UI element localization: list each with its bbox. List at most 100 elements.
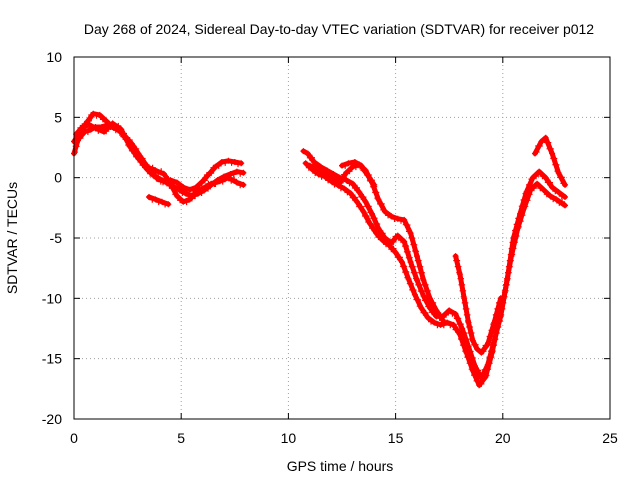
y-tick-label: -5 [50,230,63,246]
data-point [241,171,245,175]
data-point [154,168,157,172]
data-point [389,214,393,218]
data-point [329,179,333,183]
data-point [467,345,470,349]
data-point [447,308,451,312]
data-series [532,134,568,188]
data-point [434,308,438,312]
data-point [415,278,419,282]
data-point [321,171,325,175]
data-point [445,321,449,324]
data-point [226,176,230,180]
data-point [467,321,470,324]
y-axis-title: SDTVAR / TECUs [4,182,20,294]
y-tick-label: -15 [42,351,62,367]
data-point [175,194,179,198]
data-point [409,260,413,264]
x-tick-label: 25 [602,430,618,446]
data-point [376,226,380,230]
data-point [537,170,541,174]
data-point [529,188,533,192]
data-series [339,159,378,188]
data-point [535,182,539,186]
data-point [357,190,361,194]
data-series [73,120,247,206]
data-point [340,164,344,168]
data-point [235,170,239,174]
data-point [531,176,535,180]
data-point [314,166,318,170]
y-tick-label: -10 [42,290,62,306]
data-point [458,272,462,276]
data-point [98,113,102,117]
data-point [201,179,205,183]
data-point [471,369,475,373]
x-tick-label: 20 [495,430,511,446]
data-point [241,183,245,187]
data-point [87,123,91,127]
data-point [308,164,312,168]
data-point [486,342,490,346]
data-point [497,321,500,324]
data-point [426,316,430,320]
series-trace [71,122,246,199]
y-tick-label: 5 [54,109,62,125]
data-point [413,293,417,297]
y-tick-label: 10 [46,49,62,65]
data-point [235,181,239,184]
data-point [207,172,211,176]
data-point [104,119,108,123]
data-point [301,149,305,153]
data-series [146,194,172,208]
data-point [74,132,78,136]
data-point [188,197,192,201]
data-point [239,161,243,165]
data-point [407,277,410,281]
data-point [166,202,170,206]
data-point [226,159,230,163]
data-point [428,306,432,310]
data-point [233,160,237,164]
data-point [194,190,198,194]
x-tick-label: 5 [177,430,185,446]
data-point [169,182,172,186]
data-point [490,351,494,355]
data-point [422,278,425,282]
data-point [218,179,222,183]
x-tick-label: 0 [70,430,78,446]
data-point [464,351,468,355]
x-tick-label: 15 [388,430,404,446]
data-point [329,173,333,177]
data-point [484,375,488,379]
data-point [503,290,507,294]
data-point [419,306,423,310]
data-point [400,260,404,264]
data-point [452,323,455,327]
x-axis-title: GPS time / hours [287,458,394,474]
data-series [302,160,568,389]
data-point [402,240,406,244]
grid [74,57,610,419]
data-point [83,130,87,134]
data-point [439,323,443,327]
axis-ticks: 0 5 10 15 20 25 -20 -15 -10 -5 0 5 10 [42,49,618,446]
data-point [479,351,483,355]
data-point [81,125,85,129]
data-point [376,197,380,201]
data-point [441,318,445,322]
data-point [181,185,185,189]
data-point [544,136,548,140]
data-point [368,222,372,225]
data-point [175,181,179,184]
data-point [229,172,232,176]
data-point [548,194,552,198]
data-point [563,195,567,199]
data-point [563,183,567,187]
data-point [220,160,224,164]
chart-title: Day 268 of 2024, Sidereal Day-to-day VTE… [84,21,594,37]
data-point [557,190,560,194]
data-point [312,160,316,164]
data-point [475,347,479,351]
data-point [522,206,526,210]
